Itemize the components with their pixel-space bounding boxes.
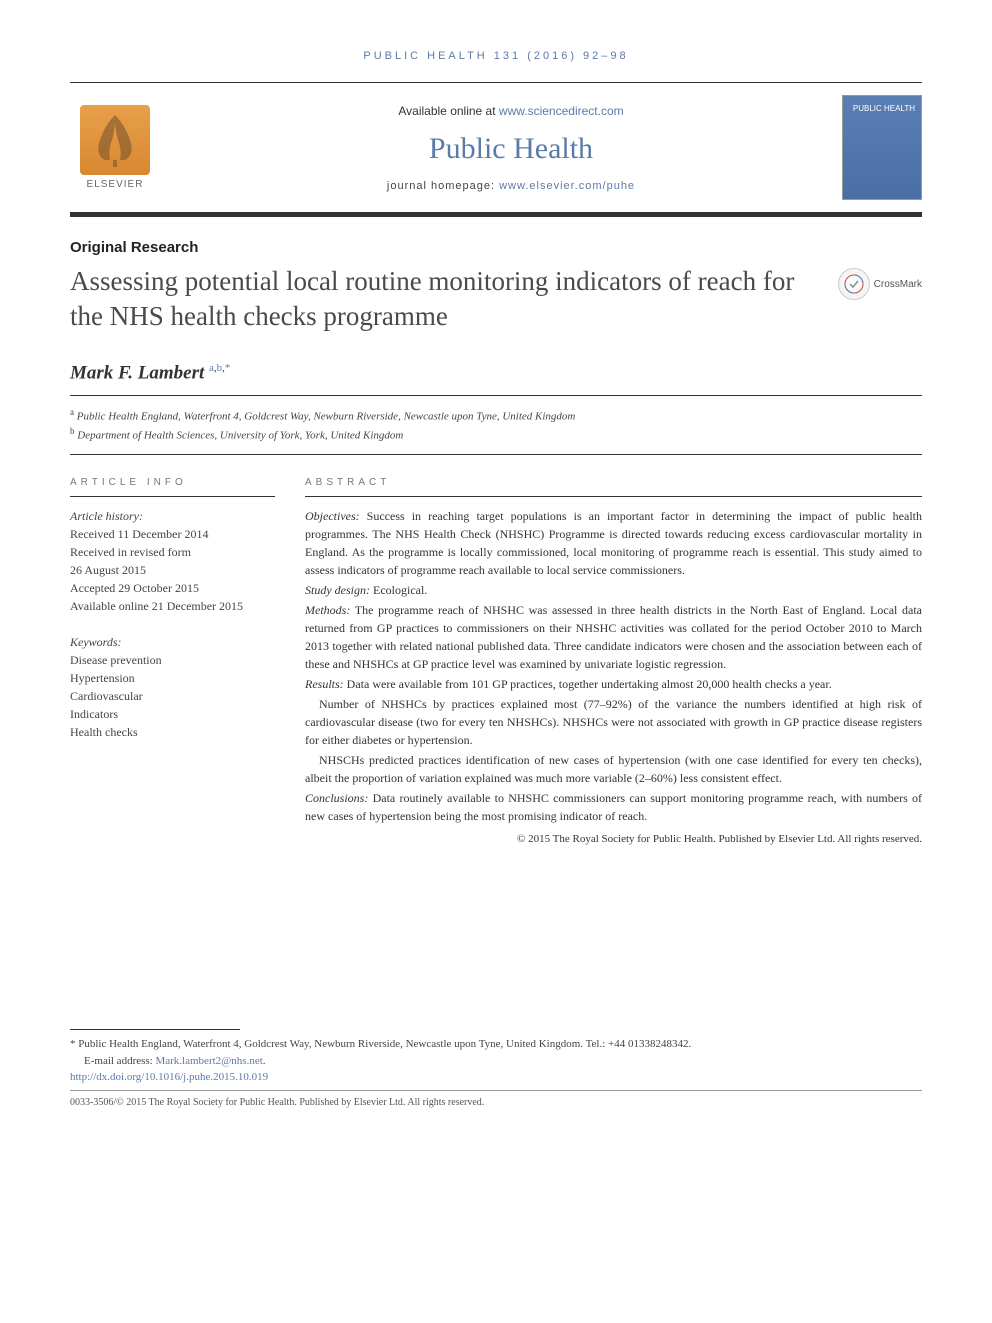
elsevier-label: ELSEVIER: [87, 179, 144, 190]
conclusions-label: Conclusions:: [305, 791, 368, 805]
abstract-copyright: © 2015 The Royal Society for Public Heal…: [305, 831, 922, 848]
elsevier-tree-icon: [80, 105, 150, 175]
affiliation-a: a Public Health England, Waterfront 4, G…: [70, 406, 922, 425]
journal-header: ELSEVIER Available online at www.science…: [70, 82, 922, 217]
footnotes: * Public Health England, Waterfront 4, G…: [70, 1036, 922, 1110]
article-history-block: Article history: Received 11 December 20…: [70, 496, 275, 615]
email-link[interactable]: Mark.lambert2@nhs.net: [155, 1055, 262, 1067]
keyword: Cardiovascular: [70, 689, 143, 703]
methods-label: Methods:: [305, 603, 350, 617]
crossmark-text: CrossMark: [874, 279, 922, 290]
keywords-heading: Keywords:: [70, 635, 122, 649]
keyword: Disease prevention: [70, 653, 162, 667]
affiliations: a Public Health England, Waterfront 4, G…: [70, 406, 922, 455]
affil-b-text: Department of Health Sciences, Universit…: [75, 429, 404, 441]
journal-reference: PUBLIC HEALTH 131 (2016) 92–98: [70, 50, 922, 62]
homepage-label: journal homepage:: [387, 180, 499, 192]
email-suffix: .: [263, 1055, 266, 1067]
doi-link[interactable]: http://dx.doi.org/10.1016/j.puhe.2015.10…: [70, 1071, 268, 1083]
affiliation-b: b Department of Health Sciences, Univers…: [70, 425, 922, 444]
corresponding-author: * Public Health England, Waterfront 4, G…: [70, 1036, 922, 1053]
results-p2: Number of NHSHCs by practices explained …: [305, 695, 922, 749]
article-info-label: ARTICLE INFO: [70, 477, 275, 488]
conclusions-text: Data routinely available to NHSHC commis…: [305, 791, 922, 823]
homepage-link[interactable]: www.elsevier.com/puhe: [499, 180, 635, 192]
objectives-text: Success in reaching target populations i…: [305, 509, 922, 577]
crossmark-badge[interactable]: CrossMark: [838, 268, 922, 300]
title-row: Assessing potential local routine monito…: [70, 264, 922, 334]
footnote-separator: [70, 1029, 240, 1030]
results-p3: NHSCHs predicted practices identificatio…: [305, 751, 922, 787]
sciencedirect-link[interactable]: www.sciencedirect.com: [499, 104, 624, 118]
email-line: E-mail address: Mark.lambert2@nhs.net.: [70, 1053, 922, 1070]
methods-text: The programme reach of NHSHC was assesse…: [305, 603, 922, 671]
results-p1: Data were available from 101 GP practice…: [344, 677, 832, 691]
journal-cover-thumb[interactable]: PUBLIC HEALTH: [842, 95, 922, 200]
journal-homepage: journal homepage: www.elsevier.com/puhe: [180, 180, 842, 192]
abstract-body: Objectives: Success in reaching target p…: [305, 496, 922, 848]
email-label: E-mail address:: [84, 1055, 155, 1067]
keywords-block: Keywords: Disease prevention Hypertensio…: [70, 633, 275, 741]
objectives-label: Objectives:: [305, 509, 360, 523]
available-online-text: Available online at www.sciencedirect.co…: [180, 104, 842, 118]
accepted-date: Accepted 29 October 2015: [70, 581, 199, 595]
author-name: Mark F. Lambert: [70, 363, 209, 384]
two-column-layout: ARTICLE INFO Article history: Received 1…: [70, 477, 922, 850]
publisher-logo[interactable]: ELSEVIER: [70, 98, 160, 198]
revised-date: 26 August 2015: [70, 563, 146, 577]
affil-a-text: Public Health England, Waterfront 4, Gol…: [74, 410, 575, 422]
history-heading: Article history:: [70, 509, 143, 523]
revised-label: Received in revised form: [70, 545, 191, 559]
available-label: Available online at: [398, 104, 499, 118]
keyword: Hypertension: [70, 671, 135, 685]
design-label: Study design:: [305, 583, 370, 597]
keyword: Health checks: [70, 725, 138, 739]
header-center: Available online at www.sciencedirect.co…: [180, 104, 842, 192]
crossmark-icon: [838, 268, 870, 300]
affil-b-link[interactable]: b: [217, 362, 223, 374]
article-info-column: ARTICLE INFO Article history: Received 1…: [70, 477, 275, 850]
abstract-column: ABSTRACT Objectives: Success in reaching…: [305, 477, 922, 850]
cover-label: PUBLIC HEALTH: [853, 104, 915, 113]
issn-copyright: 0033-3506/© 2015 The Royal Society for P…: [70, 1090, 922, 1110]
corr-star-link[interactable]: *: [225, 362, 231, 374]
online-date: Available online 21 December 2015: [70, 599, 243, 613]
author-line: Mark F. Lambert a,b,*: [70, 362, 922, 395]
page-container: PUBLIC HEALTH 131 (2016) 92–98 ELSEVIER …: [0, 0, 992, 1150]
results-label: Results:: [305, 677, 344, 691]
article-title: Assessing potential local routine monito…: [70, 264, 818, 334]
affil-a-link[interactable]: a: [209, 362, 214, 374]
journal-name: Public Health: [180, 132, 842, 166]
abstract-label: ABSTRACT: [305, 477, 922, 488]
keyword: Indicators: [70, 707, 118, 721]
received-date: Received 11 December 2014: [70, 527, 209, 541]
design-text: Ecological.: [370, 583, 427, 597]
article-type: Original Research: [70, 239, 922, 256]
